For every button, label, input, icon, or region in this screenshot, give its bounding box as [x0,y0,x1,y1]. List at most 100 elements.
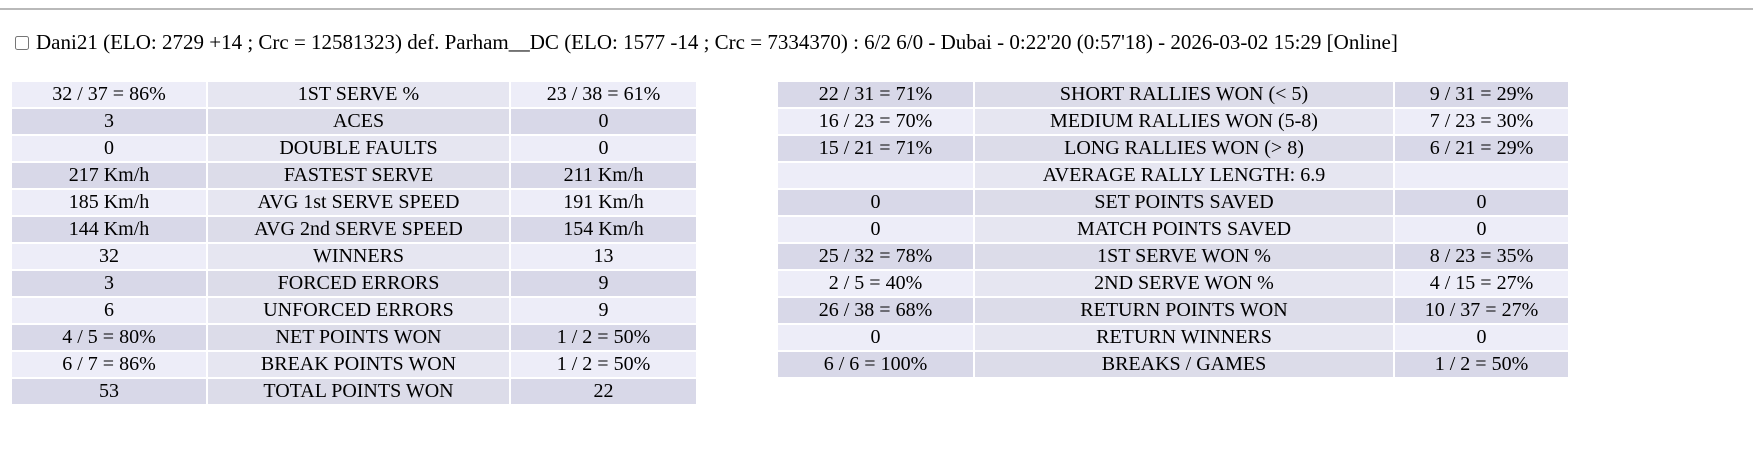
stat-row: 25 / 32 = 78% 1ST SERVE WON % 8 / 23 = 35% [778,244,1568,269]
stat-label: BREAKS / GAMES [975,352,1393,377]
stat-label: RETURN WINNERS [975,325,1393,350]
stat-label: 1ST SERVE % [208,82,509,107]
stat-row: 144 Km/h AVG 2nd SERVE SPEED 154 Km/h [12,217,696,242]
stat-label: SHORT RALLIES WON (< 5) [975,82,1393,107]
top-divider [0,8,1753,10]
player1-stat-value: 25 / 32 = 78% [778,244,973,269]
stat-row: 0 DOUBLE FAULTS 0 [12,136,696,161]
stat-row: 2 / 5 = 40% 2ND SERVE WON % 4 / 15 = 27% [778,271,1568,296]
stat-label: MEDIUM RALLIES WON (5-8) [975,109,1393,134]
stat-row: 0 RETURN WINNERS 0 [778,325,1568,350]
player1-stat-value [778,163,973,188]
stat-label: RETURN POINTS WON [975,298,1393,323]
stat-row: AVERAGE RALLY LENGTH: 6.9 [778,163,1568,188]
player2-stat-value: 23 / 38 = 61% [511,82,696,107]
stat-row: 22 / 31 = 71% SHORT RALLIES WON (< 5) 9 / … [778,82,1568,107]
player1-stat-value: 0 [778,217,973,242]
player2-stat-value: 0 [1395,217,1568,242]
stat-label: WINNERS [208,244,509,269]
stat-label: AVERAGE RALLY LENGTH: 6.9 [975,163,1393,188]
player1-stat-value: 15 / 21 = 71% [778,136,973,161]
match-summary: Dani21 (ELO: 2729 +14 ; Crc = 12581323) … [36,30,1398,54]
stat-row: 32 / 37 = 86% 1ST SERVE % 23 / 38 = 61% [12,82,696,107]
player1-stat-value: 26 / 38 = 68% [778,298,973,323]
stat-label: UNFORCED ERRORS [208,298,509,323]
player1-stat-value: 22 / 31 = 71% [778,82,973,107]
player2-stat-value: 7 / 23 = 30% [1395,109,1568,134]
stat-row: 217 Km/h FASTEST SERVE 211 Km/h [12,163,696,188]
stat-label: FORCED ERRORS [208,271,509,296]
player2-stat-value [1395,163,1568,188]
player2-stat-value: 0 [1395,190,1568,215]
player1-stat-value: 0 [12,136,206,161]
stats-right-body: 22 / 31 = 71% SHORT RALLIES WON (< 5) 9 / … [778,82,1568,377]
stat-label: DOUBLE FAULTS [208,136,509,161]
stat-row: 15 / 21 = 71% LONG RALLIES WON (> 8) 6 / 2… [778,136,1568,161]
player2-stat-value: 211 Km/h [511,163,696,188]
stat-row: 6 / 7 = 86% BREAK POINTS WON 1 / 2 = 50% [12,352,696,377]
stat-label: TOTAL POINTS WON [208,379,509,404]
player2-stat-value: 13 [511,244,696,269]
player1-stat-value: 6 / 6 = 100% [778,352,973,377]
player2-stat-value: 9 [511,298,696,323]
player2-stat-value: 191 Km/h [511,190,696,215]
player1-stat-value: 2 / 5 = 40% [778,271,973,296]
stat-row: 6 UNFORCED ERRORS 9 [12,298,696,323]
match-stats-table-left: 32 / 37 = 86% 1ST SERVE % 23 / 38 = 61% 3 AC… [10,80,698,406]
match-result-header: Dani21 (ELO: 2729 +14 ; Crc = 12581323) … [15,30,1398,55]
player1-stat-value: 32 / 37 = 86% [12,82,206,107]
player2-stat-value: 10 / 37 = 27% [1395,298,1568,323]
player2-stat-value: 1 / 2 = 50% [511,325,696,350]
stat-label: AVG 1st SERVE SPEED [208,190,509,215]
player1-stat-value: 6 [12,298,206,323]
player2-stat-value: 0 [511,136,696,161]
stat-row: 3 FORCED ERRORS 9 [12,271,696,296]
stat-label: FASTEST SERVE [208,163,509,188]
stat-label: AVG 2nd SERVE SPEED [208,217,509,242]
player1-stat-value: 6 / 7 = 86% [12,352,206,377]
match-stats-table-right: 22 / 31 = 71% SHORT RALLIES WON (< 5) 9 / … [776,80,1570,379]
stat-row: 4 / 5 = 80% NET POINTS WON 1 / 2 = 50% [12,325,696,350]
stat-row: 3 ACES 0 [12,109,696,134]
stat-row: 0 SET POINTS SAVED 0 [778,190,1568,215]
stat-row: 6 / 6 = 100% BREAKS / GAMES 1 / 2 = 50% [778,352,1568,377]
stat-label: ACES [208,109,509,134]
player2-stat-value: 9 [511,271,696,296]
stat-label: SET POINTS SAVED [975,190,1393,215]
player1-stat-value: 185 Km/h [12,190,206,215]
stat-row: 185 Km/h AVG 1st SERVE SPEED 191 Km/h [12,190,696,215]
player2-stat-value: 0 [511,109,696,134]
stat-label: 2ND SERVE WON % [975,271,1393,296]
stat-row: 32 WINNERS 13 [12,244,696,269]
player1-stat-value: 3 [12,271,206,296]
player1-stat-value: 0 [778,190,973,215]
player2-stat-value: 1 / 2 = 50% [1395,352,1568,377]
stats-left-body: 32 / 37 = 86% 1ST SERVE % 23 / 38 = 61% 3 AC… [12,82,696,404]
player1-stat-value: 144 Km/h [12,217,206,242]
player2-stat-value: 0 [1395,325,1568,350]
player1-stat-value: 217 Km/h [12,163,206,188]
player2-stat-value: 1 / 2 = 50% [511,352,696,377]
stat-row: 0 MATCH POINTS SAVED 0 [778,217,1568,242]
stat-label: NET POINTS WON [208,325,509,350]
stat-row: 26 / 38 = 68% RETURN POINTS WON 10 / 37 = … [778,298,1568,323]
stat-row: 16 / 23 = 70% MEDIUM RALLIES WON (5-8) 7 /… [778,109,1568,134]
stat-row: 53 TOTAL POINTS WON 22 [12,379,696,404]
stat-label: LONG RALLIES WON (> 8) [975,136,1393,161]
player2-stat-value: 4 / 15 = 27% [1395,271,1568,296]
player1-stat-value: 53 [12,379,206,404]
player1-stat-value: 0 [778,325,973,350]
player2-stat-value: 9 / 31 = 29% [1395,82,1568,107]
player2-stat-value: 154 Km/h [511,217,696,242]
player1-stat-value: 32 [12,244,206,269]
player1-stat-value: 3 [12,109,206,134]
stat-label: 1ST SERVE WON % [975,244,1393,269]
match-select-checkbox[interactable] [15,35,29,50]
stat-label: MATCH POINTS SAVED [975,217,1393,242]
stat-label: BREAK POINTS WON [208,352,509,377]
player2-stat-value: 6 / 21 = 29% [1395,136,1568,161]
player2-stat-value: 22 [511,379,696,404]
player1-stat-value: 4 / 5 = 80% [12,325,206,350]
player1-stat-value: 16 / 23 = 70% [778,109,973,134]
player2-stat-value: 8 / 23 = 35% [1395,244,1568,269]
